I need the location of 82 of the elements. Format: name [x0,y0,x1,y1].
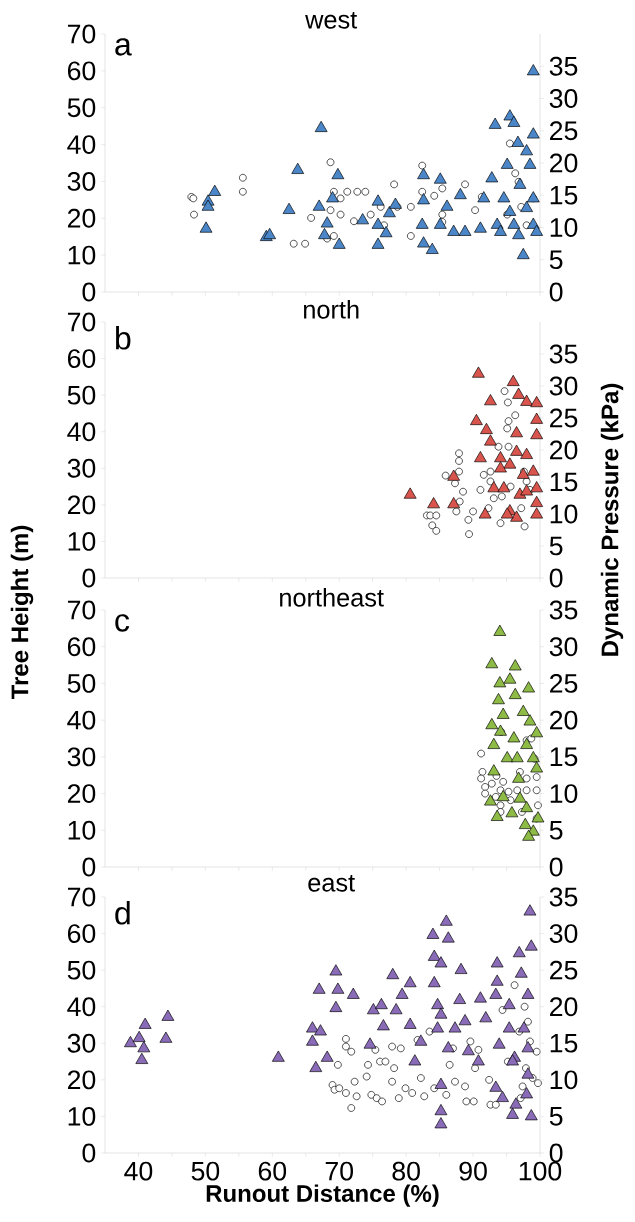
y2-axis-title: Dynamic Pressure (kPa) [600,383,624,656]
x-tick-label: 40 [124,1161,153,1181]
y2-tick-label: 20 [550,997,578,1017]
y-tick-label: 0 [82,568,96,588]
y-tick-label: 60 [67,637,96,657]
y2-tick-label: 20 [550,440,578,460]
y2-tick-label: 10 [550,1070,578,1090]
x-tick-label: 50 [191,1161,220,1181]
y2-tick-label: 35 [549,344,578,364]
y-tick-label: 40 [67,710,96,730]
y-tick-label: 70 [67,312,96,332]
y-tick-label: 70 [67,24,96,44]
annotation: a [115,38,132,56]
y2-tick-label: 35 [549,887,578,907]
y2-tick-label: 20 [550,710,578,730]
y2-tick-label: 0 [549,857,563,877]
y2-tick-label: 30 [549,637,578,657]
y2-tick-label: 30 [549,376,578,396]
y2-tick-label: 30 [549,924,578,943]
y-tick-label: 40 [67,997,96,1017]
y2-tick-label: 25 [550,960,578,980]
y2-tick-label: 10 [550,784,578,803]
y-tick-label: 10 [68,820,96,840]
y-tick-label: 60 [67,349,96,369]
chart-title: northeast [280,588,384,607]
y-tick-label: 20 [67,784,96,803]
y-tick-label: 0 [82,857,96,877]
annotation: b [116,326,131,350]
y-tick-label: 60 [67,61,96,81]
chart-title: east [308,875,355,892]
y-tick-label: 50 [67,960,96,980]
y2-tick-label: 15 [550,472,578,492]
y2-tick-label: 35 [549,56,578,76]
y2-tick-label: 5 [549,820,563,840]
y-tick-label: 20 [67,495,96,515]
y-axis-title: Tree Height (m) [10,525,34,700]
y2-tick-label: 25 [550,674,578,693]
x-tick-label: 80 [392,1161,420,1181]
y-tick-label: 70 [67,600,96,620]
y2-tick-label: 10 [550,504,578,524]
y-tick-label: 50 [67,674,96,693]
y-tick-label: 20 [67,1070,96,1090]
y-tick-label: 30 [67,172,96,191]
y-tick-label: 40 [67,422,96,442]
y2-tick-label: 15 [550,747,578,767]
y-tick-label: 0 [82,282,96,302]
y2-tick-label: 0 [549,568,563,588]
y2-tick-label: 15 [550,185,578,205]
y2-tick-label: 5 [549,536,563,556]
y-tick-label: 50 [67,385,96,405]
y-tick-label: 40 [67,135,96,154]
y2-tick-label: 5 [549,1107,563,1126]
x-tick-label: 90 [459,1161,487,1181]
y-tick-label: 0 [82,1143,96,1163]
x-tick-label: 60 [258,1161,287,1181]
y2-tick-label: 5 [549,250,563,270]
y2-tick-label: 0 [549,282,563,302]
y-tick-label: 30 [67,747,96,767]
chart-title: west [305,12,358,29]
y-tick-label: 20 [67,208,96,228]
y2-tick-label: 35 [549,600,578,620]
annotation: d [115,901,130,925]
y-tick-label: 10 [68,1106,96,1126]
y-tick-label: 70 [67,887,96,907]
annotation: c [115,614,130,632]
chart-title: north [304,300,359,319]
y2-tick-label: 10 [550,218,578,237]
y2-tick-label: 30 [549,89,578,108]
y2-tick-label: 25 [550,408,578,428]
x-axis-title: Runout Distance (%) [206,1184,439,1207]
y2-tick-label: 25 [550,121,578,141]
y2-tick-label: 15 [550,1033,578,1053]
y-tick-label: 10 [68,532,96,551]
y-tick-label: 30 [67,1033,96,1053]
x-tick-label: 100 [519,1161,562,1181]
y2-tick-label: 0 [549,1143,563,1163]
y-tick-label: 30 [67,458,96,478]
y2-tick-label: 20 [550,153,578,173]
y-tick-label: 60 [67,924,96,943]
x-tick-label: 70 [325,1161,353,1181]
y-tick-label: 50 [67,98,96,118]
y-tick-label: 10 [68,245,96,265]
